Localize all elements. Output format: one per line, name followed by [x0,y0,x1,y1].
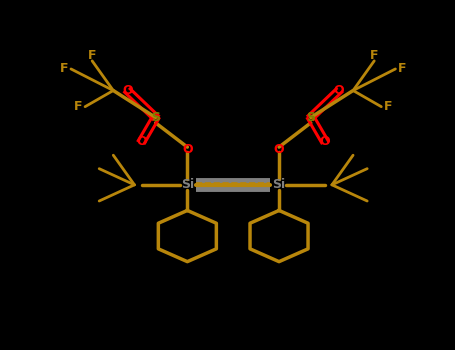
Text: O: O [334,84,344,97]
Text: O: O [136,135,147,148]
Text: O: O [182,143,192,156]
Text: Si: Si [273,178,286,191]
Text: S: S [306,111,315,124]
Text: O: O [274,143,284,156]
Text: F: F [88,49,96,62]
Text: F: F [370,49,379,62]
Text: F: F [74,100,82,113]
Text: F: F [384,100,393,113]
Text: S: S [151,111,160,124]
Text: F: F [398,62,407,76]
Text: O: O [319,135,330,148]
Text: Si: Si [181,178,194,191]
Text: O: O [122,84,133,97]
Text: F: F [60,62,68,76]
